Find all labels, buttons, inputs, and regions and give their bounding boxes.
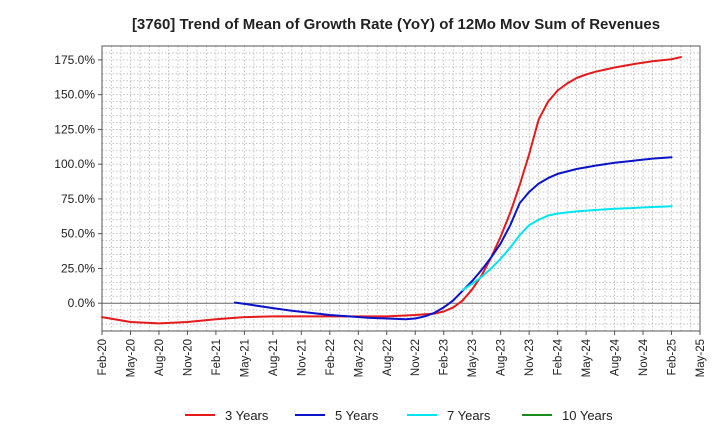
series-line-7-years bbox=[461, 205, 673, 291]
x-tick-label: Nov-24 bbox=[638, 338, 650, 376]
legend-label-3-years: 3 Years bbox=[225, 408, 269, 423]
y-tick-label: 175.0% bbox=[54, 53, 95, 67]
x-tick-label: Feb-24 bbox=[553, 338, 565, 375]
x-tick-label: Aug-23 bbox=[496, 339, 508, 376]
x-tick-label: Feb-21 bbox=[211, 339, 223, 375]
x-tick-label: May-23 bbox=[467, 339, 479, 377]
x-axis-ticks: Feb-20 May-20 Aug-20 Nov-20 Feb-21 May-21 Aug-… bbox=[97, 331, 707, 377]
chart-title: [3760] Trend of Mean of Growth Rate (YoY… bbox=[132, 16, 660, 33]
x-tick-label: May-24 bbox=[581, 338, 593, 377]
x-tick-label: Feb-22 bbox=[325, 339, 337, 375]
series-line-3-years bbox=[101, 56, 682, 325]
x-tick-label: May-20 bbox=[125, 339, 137, 377]
y-tick-label: 125.0% bbox=[54, 122, 95, 136]
x-tick-label: Feb-23 bbox=[439, 339, 451, 375]
x-tick-label: Aug-24 bbox=[610, 338, 622, 376]
x-tick-label: Feb-25 bbox=[667, 339, 679, 375]
x-tick-label: May-21 bbox=[239, 339, 251, 377]
plot-frame bbox=[101, 45, 701, 332]
x-tick-label: Feb-20 bbox=[97, 339, 109, 375]
axes bbox=[101, 45, 701, 332]
legend-label-7-years: 7 Years bbox=[447, 408, 491, 423]
x-tick-label: Nov-23 bbox=[524, 339, 536, 376]
y-tick-label: 0.0% bbox=[68, 296, 96, 310]
y-tick-label: 100.0% bbox=[54, 157, 95, 171]
x-tick-label: Aug-22 bbox=[382, 339, 394, 376]
y-tick-label: 75.0% bbox=[61, 192, 95, 206]
legend: 3 Years 5 Years 7 Years 10 Years bbox=[185, 408, 613, 423]
y-axis-ticks: 0.0% 25.0% 50.0% 75.0% 100.0% 125.0% 150.0% 175… bbox=[54, 53, 102, 310]
x-tick-label: May-22 bbox=[353, 339, 365, 377]
x-tick-label: Nov-20 bbox=[182, 339, 194, 376]
legend-label-10-years: 10 Years bbox=[562, 408, 613, 423]
x-tick-label: May-25 bbox=[695, 339, 707, 377]
y-tick-label: 25.0% bbox=[61, 261, 95, 275]
series-lines bbox=[101, 56, 682, 325]
legend-label-5-years: 5 Years bbox=[335, 408, 379, 423]
x-tick-label: Nov-21 bbox=[296, 339, 308, 376]
x-tick-label: Aug-21 bbox=[268, 339, 280, 376]
gridlines bbox=[102, 46, 700, 331]
y-tick-label: 50.0% bbox=[61, 227, 95, 241]
x-tick-label: Aug-20 bbox=[154, 339, 166, 376]
y-tick-label: 150.0% bbox=[54, 88, 95, 102]
x-tick-label: Nov-22 bbox=[410, 339, 422, 376]
